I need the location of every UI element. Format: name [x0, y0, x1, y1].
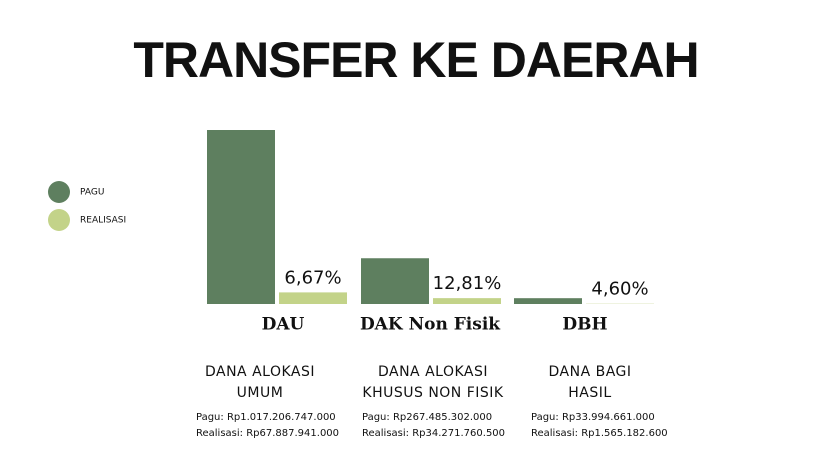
detail-title: DANA BAGI [548, 364, 631, 380]
bar-pagu [514, 298, 582, 304]
detail-pagu: Pagu: Rp1.017.206.747.000 [196, 412, 336, 423]
detail-realisasi: Realisasi: Rp67.887.941.000 [196, 428, 339, 439]
detail-pagu: Pagu: Rp267.485.302.000 [362, 412, 492, 423]
bar-pagu [207, 130, 275, 304]
legend-label: PAGU [80, 188, 104, 198]
legend-swatch [48, 181, 70, 203]
value-label: 4,60% [591, 279, 648, 300]
value-label: 12,81% [433, 273, 502, 294]
detail-realisasi: Realisasi: Rp34.271.760.500 [362, 428, 505, 439]
category-label: DAU [262, 315, 305, 335]
detail-title: DANA ALOKASI [378, 364, 488, 380]
bar-realisasi [279, 292, 347, 304]
category-label: DAK Non Fisik [360, 315, 501, 335]
detail-title: HASIL [568, 385, 611, 401]
value-label: 6,67% [284, 267, 341, 288]
category-label: DBH [562, 315, 607, 335]
detail-title: KHUSUS NON FISIK [362, 385, 504, 401]
legend-swatch [48, 209, 70, 231]
legend-label: REALISASI [80, 216, 126, 226]
bar-pagu [361, 258, 429, 304]
detail-pagu: Pagu: Rp33.994.661.000 [531, 412, 655, 423]
detail-title: UMUM [237, 385, 284, 401]
bar-realisasi [433, 298, 501, 304]
detail-realisasi: Realisasi: Rp1.565.182.600 [531, 428, 668, 439]
title: TRANSFER KE DAERAH [133, 32, 698, 88]
detail-title: DANA ALOKASI [205, 364, 315, 380]
